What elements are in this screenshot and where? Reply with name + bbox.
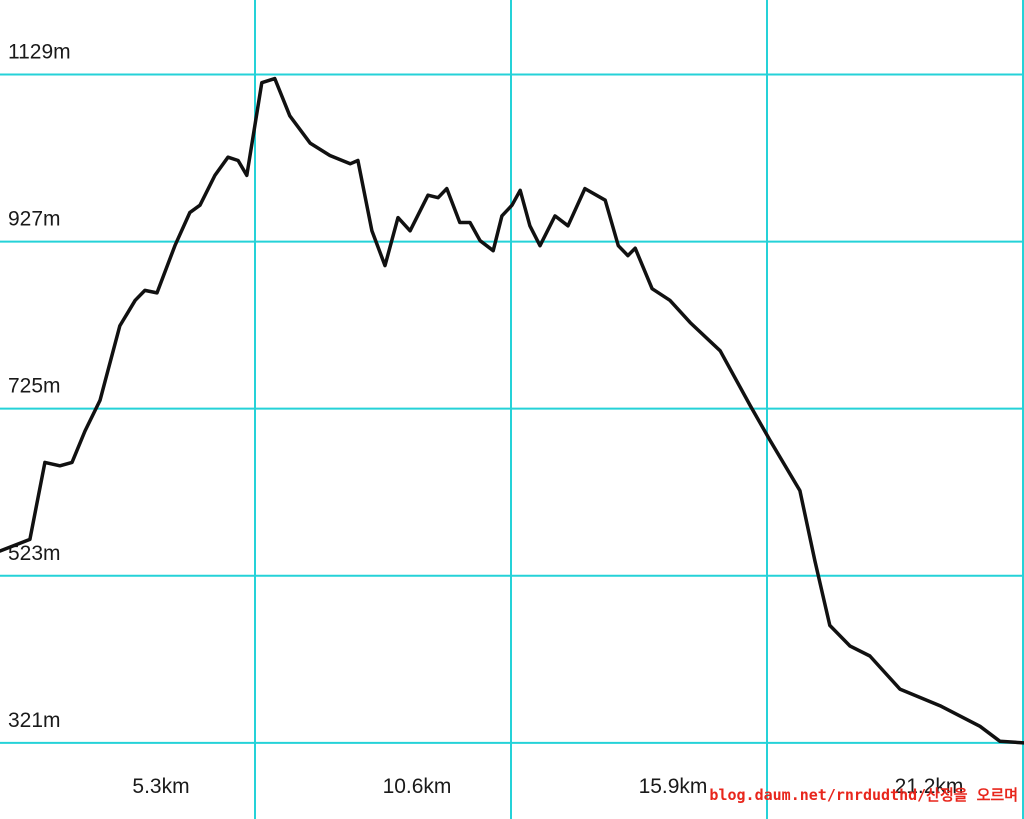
- x-tick-label: 21.2km: [895, 775, 964, 798]
- y-tick-label: 1129m: [8, 40, 71, 63]
- watermark: blog.daum.net/rnrdudthd/산정을 오르며: [709, 786, 1018, 804]
- x-tick-label: 15.9km: [639, 775, 708, 798]
- y-tick-label: 725m: [8, 375, 61, 398]
- x-tick-label: 5.3km: [132, 775, 189, 798]
- y-tick-label: 321m: [8, 709, 61, 732]
- y-tick-label: 523m: [8, 542, 61, 565]
- y-tick-label: 927m: [8, 208, 61, 231]
- elevation-line: [0, 76, 1024, 745]
- x-tick-label: 10.6km: [383, 775, 452, 798]
